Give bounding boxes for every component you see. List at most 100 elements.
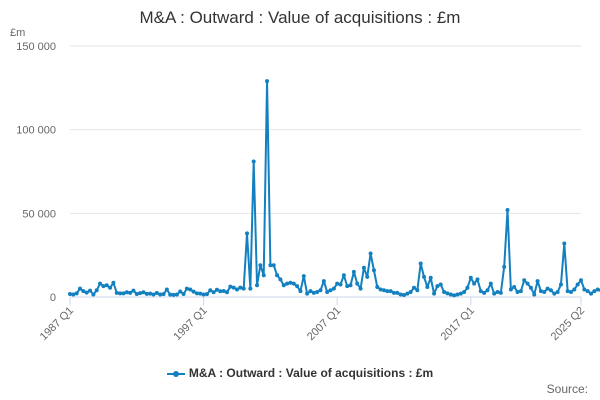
data-point[interactable] xyxy=(381,288,386,293)
data-point[interactable] xyxy=(68,291,72,296)
data-point[interactable] xyxy=(475,277,480,282)
data-point[interactable] xyxy=(201,292,206,297)
data-point[interactable] xyxy=(298,289,303,294)
data-point[interactable] xyxy=(218,289,223,294)
data-point[interactable] xyxy=(515,289,520,294)
data-point[interactable] xyxy=(255,283,260,288)
data-point[interactable] xyxy=(251,159,256,164)
data-point[interactable] xyxy=(281,283,286,288)
data-point[interactable] xyxy=(181,291,186,296)
data-point[interactable] xyxy=(465,285,470,290)
data-point[interactable] xyxy=(178,289,183,294)
data-point[interactable] xyxy=(308,289,313,294)
data-point[interactable] xyxy=(455,292,460,297)
data-point[interactable] xyxy=(271,263,276,268)
data-point[interactable] xyxy=(485,288,490,293)
data-point[interactable] xyxy=(104,283,109,288)
data-point[interactable] xyxy=(194,291,199,296)
data-point[interactable] xyxy=(214,287,219,292)
data-point[interactable] xyxy=(98,281,103,286)
data-point[interactable] xyxy=(208,288,213,293)
data-point[interactable] xyxy=(412,285,417,290)
data-point[interactable] xyxy=(452,293,457,298)
data-point[interactable] xyxy=(365,274,370,279)
data-point[interactable] xyxy=(184,286,189,291)
data-point[interactable] xyxy=(331,286,336,291)
data-point[interactable] xyxy=(355,281,360,286)
data-point[interactable] xyxy=(572,287,577,292)
data-point[interactable] xyxy=(525,281,530,286)
data-point[interactable] xyxy=(488,281,493,286)
data-point[interactable] xyxy=(532,292,537,297)
data-point[interactable] xyxy=(565,289,570,294)
data-point[interactable] xyxy=(111,280,116,285)
data-point[interactable] xyxy=(151,292,156,297)
data-point[interactable] xyxy=(211,290,216,295)
data-point[interactable] xyxy=(435,284,440,289)
series-line[interactable] xyxy=(69,80,455,297)
data-point[interactable] xyxy=(168,292,173,297)
data-point[interactable] xyxy=(258,263,263,268)
data-point[interactable] xyxy=(442,289,447,294)
data-point[interactable] xyxy=(245,231,250,236)
data-point[interactable] xyxy=(492,291,497,296)
data-point[interactable] xyxy=(432,291,437,296)
data-point[interactable] xyxy=(118,291,123,296)
data-point[interactable] xyxy=(589,291,594,296)
data-point[interactable] xyxy=(224,290,229,295)
data-point[interactable] xyxy=(585,289,590,294)
data-point[interactable] xyxy=(318,288,323,293)
data-point[interactable] xyxy=(341,273,346,278)
data-point[interactable] xyxy=(74,291,79,296)
data-point[interactable] xyxy=(495,289,500,294)
data-point[interactable] xyxy=(288,280,293,285)
data-point[interactable] xyxy=(291,281,296,286)
data-point[interactable] xyxy=(101,284,106,289)
data-point[interactable] xyxy=(438,282,443,287)
data-point[interactable] xyxy=(311,290,316,295)
data-point[interactable] xyxy=(138,291,143,296)
data-point[interactable] xyxy=(415,288,420,293)
data-point[interactable] xyxy=(505,207,510,212)
data-point[interactable] xyxy=(422,274,427,279)
data-point[interactable] xyxy=(358,286,363,291)
data-point[interactable] xyxy=(522,278,527,283)
legend[interactable]: M&A : Outward : Value of acquisitions : … xyxy=(0,366,600,380)
data-point[interactable] xyxy=(248,286,253,291)
data-point[interactable] xyxy=(448,292,453,297)
data-point[interactable] xyxy=(78,286,83,291)
data-point[interactable] xyxy=(482,290,487,295)
data-point[interactable] xyxy=(545,286,550,291)
data-point[interactable] xyxy=(535,279,540,284)
data-point[interactable] xyxy=(278,277,283,282)
data-point[interactable] xyxy=(568,289,573,294)
data-point[interactable] xyxy=(579,278,583,283)
data-point[interactable] xyxy=(261,273,266,278)
data-point[interactable] xyxy=(325,289,330,294)
data-point[interactable] xyxy=(198,291,203,296)
data-point[interactable] xyxy=(498,290,503,295)
data-point[interactable] xyxy=(592,289,597,294)
data-point[interactable] xyxy=(328,288,333,293)
data-point[interactable] xyxy=(458,291,463,296)
data-point[interactable] xyxy=(108,285,113,290)
data-point[interactable] xyxy=(388,289,393,294)
data-point[interactable] xyxy=(154,290,159,295)
data-point[interactable] xyxy=(148,291,153,296)
data-point[interactable] xyxy=(91,292,96,297)
data-point[interactable] xyxy=(134,291,139,296)
data-point[interactable] xyxy=(188,287,193,292)
data-point[interactable] xyxy=(164,287,169,292)
data-point[interactable] xyxy=(558,282,563,287)
data-point[interactable] xyxy=(265,79,270,84)
data-point[interactable] xyxy=(305,291,310,296)
data-point[interactable] xyxy=(345,284,350,289)
data-point[interactable] xyxy=(405,291,410,296)
data-point[interactable] xyxy=(158,292,163,297)
data-point[interactable] xyxy=(228,284,233,289)
data-point[interactable] xyxy=(81,289,86,294)
data-point[interactable] xyxy=(241,286,246,291)
data-point[interactable] xyxy=(595,287,600,292)
data-point[interactable] xyxy=(275,273,280,278)
data-point[interactable] xyxy=(575,282,580,287)
